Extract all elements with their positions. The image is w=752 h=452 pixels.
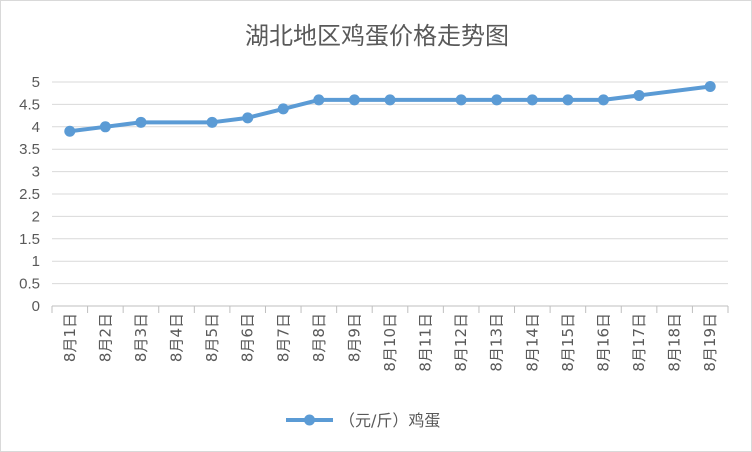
y-tick-label: 3 [32,164,40,181]
y-tick-label: 1.5 [19,231,40,248]
data-point [491,94,503,106]
data-point [455,94,467,106]
x-tick-label: 8月17日 [630,313,648,372]
x-tick-label: 8月12日 [452,313,470,372]
data-point [384,94,396,106]
legend-series-label: （元/斤）鸡蛋 [339,411,440,430]
data-point [206,116,218,128]
legend-point-marker [304,414,315,426]
y-tick-label: 0 [32,298,40,315]
y-axis-ticks: 0 0.5 1 1.5 2 2.5 3 3.5 4 4.5 5 [19,74,40,315]
x-tick-label: 8月1日 [61,313,79,362]
data-point [135,116,147,128]
x-tick-label: 8月14日 [523,313,541,372]
legend: （元/斤）鸡蛋 [286,411,440,430]
y-tick-label: 2.5 [19,186,40,203]
data-point [597,94,609,106]
y-tick-label: 5 [32,74,40,91]
gridlines [52,81,728,285]
x-tick-label: 8月19日 [701,313,719,372]
x-tick-label: 8月5日 [203,313,221,362]
data-point [348,94,360,106]
x-tick-label: 8月6日 [239,313,257,362]
data-point [99,121,111,133]
x-tick-label: 8月8日 [310,313,328,362]
x-tick-label: 8月15日 [559,313,577,372]
data-point [277,103,289,115]
y-tick-label: 4 [32,119,40,136]
y-tick-label: 0.5 [19,276,40,293]
data-point [633,89,645,101]
x-tick-label: 8月16日 [594,313,612,372]
x-tick-label: 8月13日 [488,313,506,372]
data-point [562,94,574,106]
x-tick-label: 8月10日 [381,313,399,372]
y-tick-label: 4.5 [19,96,40,113]
chart-title: 湖北地区鸡蛋价格走势图 [245,22,509,50]
x-axis: 8月1日 8月2日 8月3日 8月4日 8月5日 8月6日 8月7日 8月8日 8月9日 8月10… [51,305,729,372]
series-line [67,84,713,134]
x-tick-label: 8月2日 [96,313,114,362]
x-tick-label: 8月11日 [417,313,435,372]
x-tick-label: 8月18日 [666,313,684,372]
y-tick-label: 1 [32,253,40,270]
data-point [242,112,254,124]
data-point [704,80,716,92]
x-tick-label: 8月7日 [274,313,292,362]
data-point [64,125,76,137]
series-layer [64,80,716,137]
y-tick-label: 2 [32,208,40,225]
data-point [526,94,538,106]
x-tick-label: 8月9日 [345,313,363,362]
y-tick-label: 3.5 [19,141,40,158]
x-tick-label: 8月3日 [132,313,150,362]
data-point [313,94,325,106]
x-tick-label: 8月4日 [168,313,186,362]
